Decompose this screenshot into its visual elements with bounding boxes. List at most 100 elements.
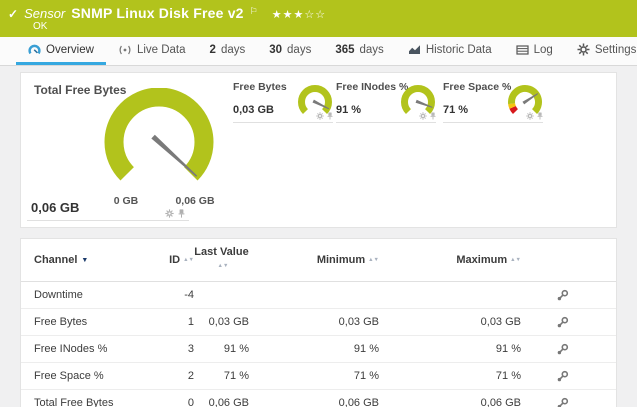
sensor-header: ✓ Sensor SNMP Linux Disk Free v2 ⚐ ★★★☆☆…: [0, 0, 637, 37]
free-inodes-gauge: [401, 85, 435, 115]
tab-label: Settings: [594, 43, 637, 56]
tab-live-data[interactable]: Live Data: [106, 37, 198, 65]
speedometer-icon: [28, 44, 41, 55]
table-row-free-inodes[interactable]: Free INodes % 3 91 % 91 % 91 %: [21, 336, 616, 363]
tab-2-days[interactable]: 2 days: [198, 37, 258, 65]
sort-icon: ▲▼: [510, 257, 521, 264]
channel-id: 3: [187, 343, 194, 355]
table-row-free-bytes[interactable]: Free Bytes 1 0,03 GB 0,03 GB 0,03 GB: [21, 309, 616, 336]
tab-label: Historic Data: [425, 43, 492, 56]
tab-label: days: [287, 43, 312, 56]
tab-365-days[interactable]: 365 days: [323, 37, 395, 65]
tab-label: days: [359, 43, 384, 56]
th-id[interactable]: ID ▲▼: [169, 254, 194, 266]
sort-icon: ▲▼: [217, 263, 229, 270]
tab-number: 365: [335, 43, 355, 56]
maximum-value: 0,06 GB: [480, 397, 521, 407]
free-inodes-gauge-block: Free INodes % 91 %: [336, 81, 436, 123]
sensor-kind-label: Sensor: [24, 6, 66, 21]
channel-settings-wrench-icon[interactable]: [521, 343, 604, 356]
channel-settings-wrench-icon[interactable]: [521, 316, 604, 329]
divider: [27, 220, 189, 221]
main-gauge-title: Total Free Bytes: [34, 83, 127, 97]
channel-name: Free Bytes: [34, 316, 88, 328]
maximum-value: 71 %: [495, 370, 521, 382]
minimum-value: 0,03 GB: [338, 316, 379, 328]
free-bytes-gauge-block: Free Bytes 0,03 GB: [233, 81, 333, 123]
log-list-icon: [516, 44, 529, 55]
sort-caret-down-icon: ▼: [81, 256, 89, 264]
pin-icon[interactable]: [327, 112, 333, 120]
small-gauge-value: 91 %: [336, 104, 362, 116]
tab-log[interactable]: Log: [504, 37, 565, 65]
tab-30-days[interactable]: 30 days: [257, 37, 323, 65]
tab-settings[interactable]: Settings: [565, 37, 637, 65]
minimum-value: 71 %: [353, 370, 379, 382]
channel-name: Downtime: [34, 289, 83, 301]
status-ok-check-icon: ✓: [8, 7, 19, 21]
channel-table-header: Channel ▼ ID ▲▼ Last Value▲▼ Minimum ▲▼ Max…: [21, 239, 616, 282]
small-gauge-label: Free Space %: [443, 81, 512, 93]
total-free-bytes-gauge: [104, 88, 214, 181]
channel-gear-icon[interactable]: [419, 112, 427, 120]
sort-icon: ▲▼: [183, 257, 194, 264]
th-channel[interactable]: Channel ▼: [34, 254, 89, 266]
minimum-value: 91 %: [353, 343, 379, 355]
last-value: 71 %: [223, 370, 249, 382]
tab-number: 30: [269, 43, 283, 56]
priority-stars[interactable]: ★★★☆☆: [271, 9, 327, 21]
channel-name: Total Free Bytes: [34, 397, 114, 407]
total-free-bytes-value: 0,06 GB: [31, 200, 80, 215]
gear-icon: [577, 43, 590, 56]
tab-historic-data[interactable]: Historic Data: [396, 37, 504, 65]
table-row-downtime[interactable]: Downtime -4: [21, 282, 616, 309]
last-value: 91 %: [223, 343, 249, 355]
channel-settings-wrench-icon[interactable]: [521, 370, 604, 383]
area-chart-icon: [408, 45, 420, 54]
free-space-gauge: [508, 85, 542, 115]
maximum-value: 91 %: [495, 343, 521, 355]
flag-icon: ⚐: [249, 6, 258, 16]
channel-name: Free INodes %: [34, 343, 108, 355]
maximum-value: 0,03 GB: [480, 316, 521, 328]
gauge-scale-min: 0 GB: [113, 195, 139, 207]
free-space-gauge-block: Free Space % 71 %: [443, 81, 543, 123]
table-row-total-free-bytes[interactable]: Total Free Bytes 0 0,06 GB 0,06 GB 0,06 …: [21, 390, 616, 407]
channel-settings-wrench-icon[interactable]: [521, 397, 604, 407]
channel-id: -4: [184, 289, 194, 301]
channel-id: 2: [187, 370, 194, 382]
last-value: 0,03 GB: [208, 316, 249, 328]
pin-icon[interactable]: [430, 112, 436, 120]
tab-label: Live Data: [136, 43, 186, 56]
channel-name: Free Space %: [34, 370, 104, 382]
th-minimum[interactable]: Minimum ▲▼: [316, 254, 379, 266]
broadcast-icon: [119, 45, 131, 54]
pin-icon[interactable]: [178, 209, 185, 218]
table-row-free-space[interactable]: Free Space % 2 71 % 71 % 71 %: [21, 363, 616, 390]
channel-table-panel: Channel ▼ ID ▲▼ Last Value▲▼ Minimum ▲▼ Max…: [20, 238, 617, 407]
channel-gear-icon[interactable]: [316, 112, 324, 120]
channel-gear-icon[interactable]: [165, 209, 174, 218]
tab-label: Overview: [46, 43, 94, 56]
tab-number: 2: [209, 43, 216, 56]
sensor-status-text: OK: [33, 21, 48, 32]
channel-settings-wrench-icon[interactable]: [521, 289, 604, 302]
channel-gear-icon[interactable]: [526, 112, 534, 120]
tab-label: days: [220, 43, 246, 56]
small-gauge-label: Free INodes %: [336, 81, 409, 93]
last-value: 0,06 GB: [208, 397, 249, 407]
small-gauge-label: Free Bytes: [233, 81, 287, 93]
th-last-value[interactable]: Last Value▲▼: [194, 246, 249, 270]
channel-id: 0: [187, 397, 194, 407]
gauge-scale-max: 0,06 GB: [175, 195, 215, 207]
tab-bar: Overview Live Data 2 days 30 days 365 da…: [0, 37, 637, 66]
th-maximum[interactable]: Maximum ▲▼: [456, 254, 521, 266]
sort-icon: ▲▼: [368, 257, 379, 264]
small-gauge-value: 0,03 GB: [233, 104, 274, 116]
pin-icon[interactable]: [537, 112, 543, 120]
tab-overview[interactable]: Overview: [16, 37, 106, 65]
free-bytes-gauge: [298, 85, 332, 115]
channel-id: 1: [187, 316, 194, 328]
sensor-name: SNMP Linux Disk Free v2: [71, 5, 244, 21]
overview-gauges-panel: Total Free Bytes 0 GB 0,06 GB 0,06 GB: [20, 72, 617, 228]
